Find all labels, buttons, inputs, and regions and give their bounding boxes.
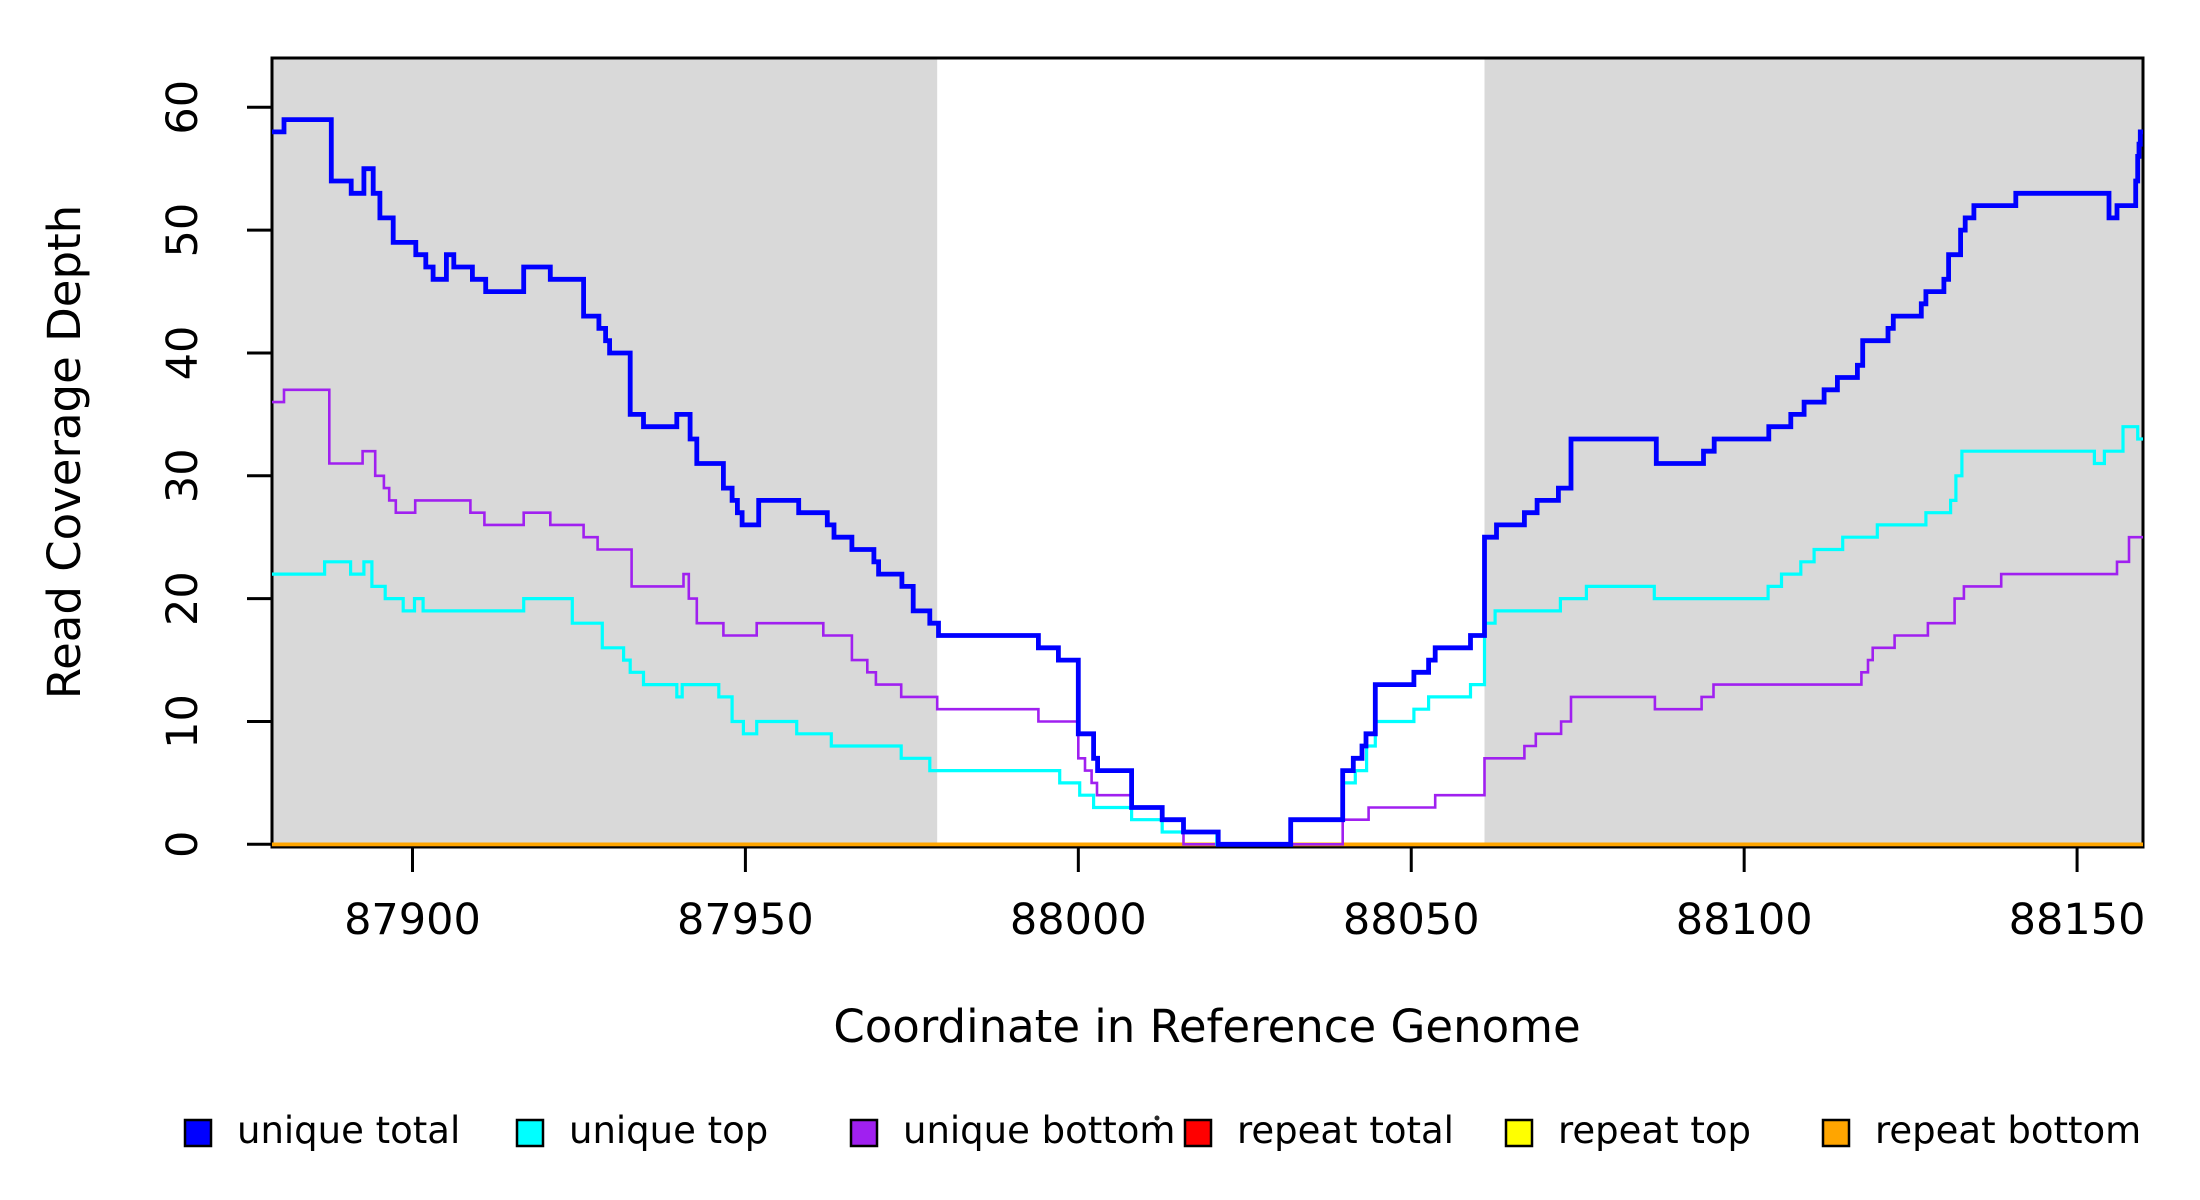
y-axis-tick-label: 50 bbox=[158, 203, 208, 258]
x-axis-tick-label: 88050 bbox=[1343, 895, 1480, 945]
legend-label-unique-top: unique top bbox=[569, 1109, 768, 1152]
y-axis-tick-label: 30 bbox=[158, 448, 208, 503]
series-line-unique-total bbox=[272, 117, 2143, 847]
y-axis-tick-label: 60 bbox=[158, 80, 208, 135]
x-axis-title: Coordinate in Reference Genome bbox=[833, 1000, 1580, 1053]
legend-swatch-repeat-bottom bbox=[1821, 1118, 1851, 1148]
left-unique-region bbox=[272, 58, 938, 847]
series-line-unique-top bbox=[272, 425, 2143, 846]
plot-box bbox=[270, 56, 2145, 849]
legend-swatch-repeat-total bbox=[1183, 1118, 1213, 1148]
x-axis-tick-label: 87950 bbox=[677, 895, 814, 945]
legend-swatch-unique-top bbox=[515, 1118, 545, 1148]
x-axis-tick-label: 88150 bbox=[2009, 895, 2146, 945]
y-axis-tick-label: 10 bbox=[158, 694, 208, 749]
legend-swatch-unique-bottom bbox=[849, 1118, 879, 1148]
x-axis-tick-label: 88100 bbox=[1676, 895, 1813, 945]
y-axis-tick-label: 0 bbox=[158, 831, 208, 858]
y-axis-tick-label: 40 bbox=[158, 326, 208, 381]
x-axis-tick-label: 87900 bbox=[344, 895, 481, 945]
legend-label-unique-total: unique total bbox=[237, 1109, 460, 1152]
y-axis-title: Read Coverage Depth bbox=[38, 205, 91, 699]
legend-swatch-unique-total bbox=[183, 1118, 213, 1148]
legend-label-unique-bottom: unique bottom bbox=[903, 1109, 1175, 1152]
legend-swatch-repeat-top bbox=[1504, 1118, 1534, 1148]
series-line-unique-bottom bbox=[272, 388, 2143, 846]
legend-label-repeat-total: repeat total bbox=[1237, 1109, 1454, 1152]
legend-label-repeat-top: repeat top bbox=[1558, 1109, 1751, 1152]
x-axis-tick-label: 88000 bbox=[1010, 895, 1147, 945]
stray-dot bbox=[1154, 1115, 1160, 1121]
legend-label-repeat-bottom: repeat bottom bbox=[1875, 1109, 2141, 1152]
y-axis-tick-label: 20 bbox=[158, 571, 208, 626]
